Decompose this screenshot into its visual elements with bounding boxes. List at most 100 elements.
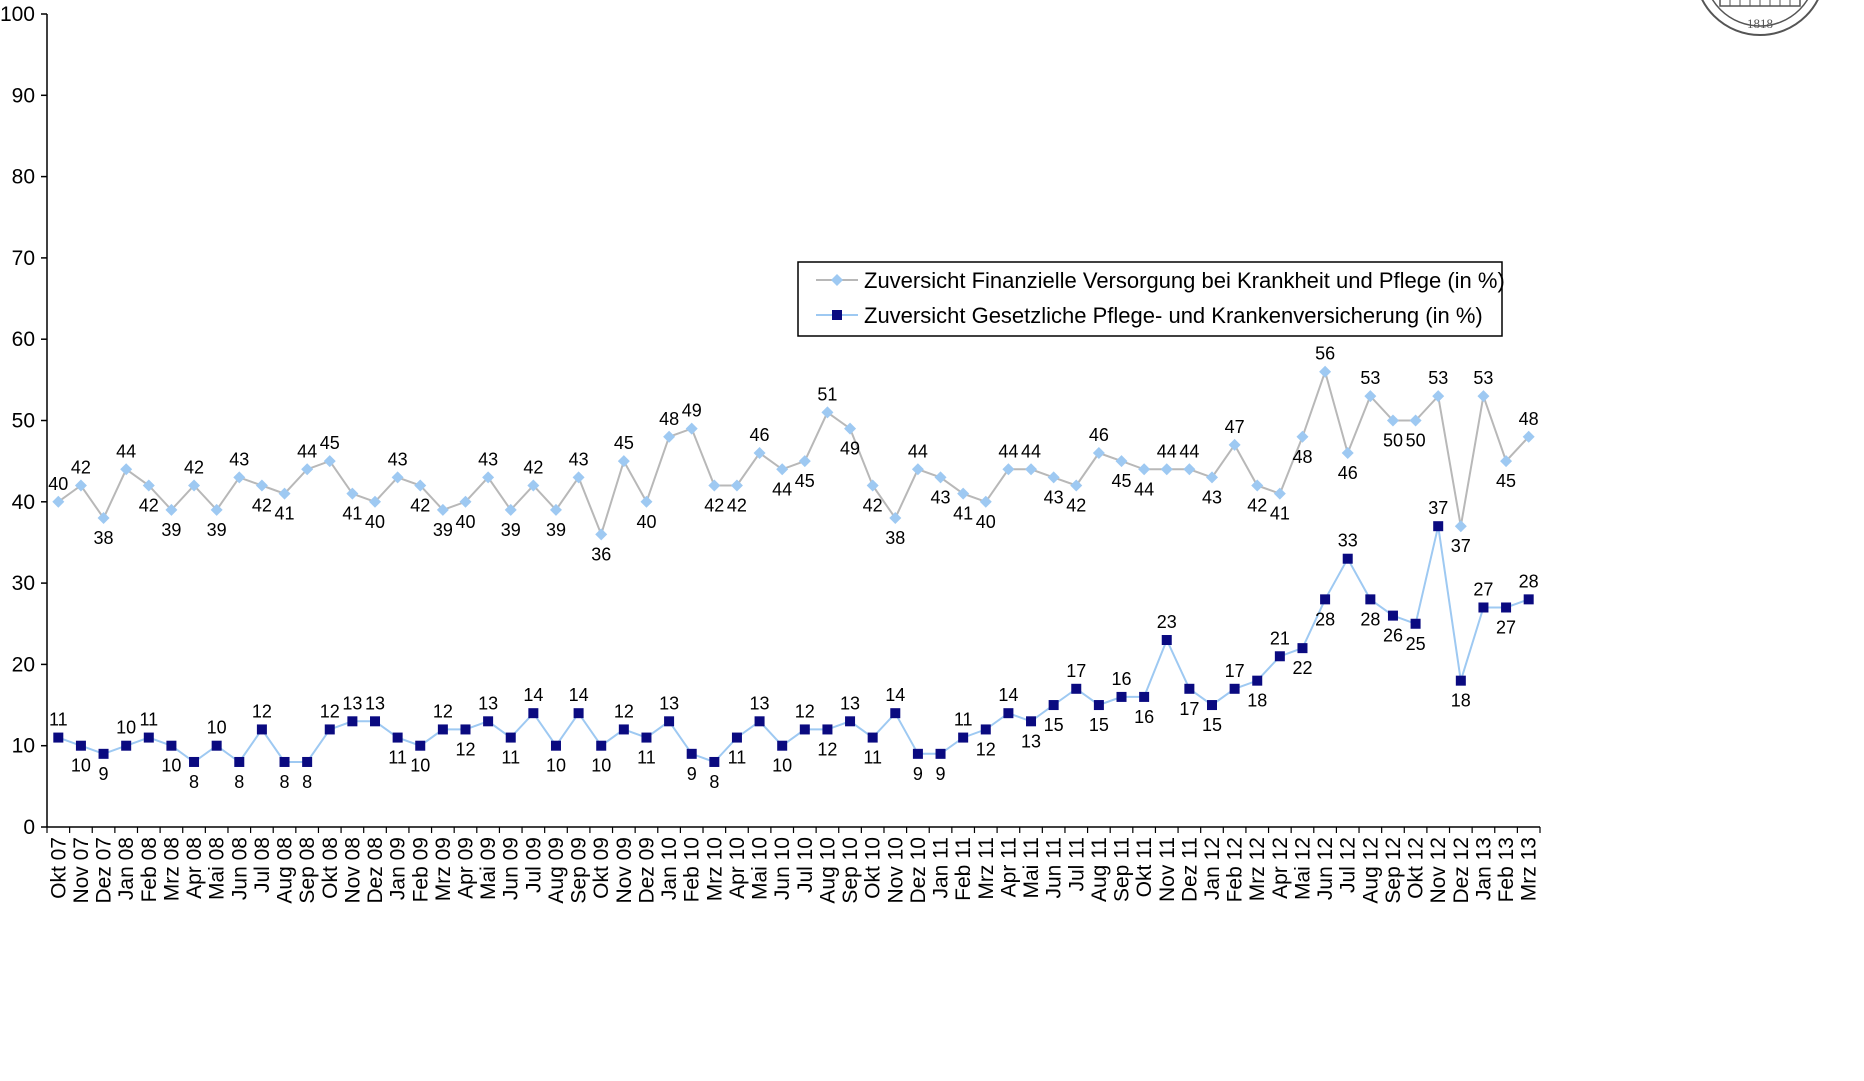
data-label: 44 (1021, 441, 1041, 461)
data-point-square (664, 716, 675, 727)
data-label: 13 (365, 693, 385, 713)
data-point-diamond (210, 503, 223, 516)
data-point-diamond (776, 463, 789, 476)
data-label: 38 (885, 528, 905, 548)
data-point-square (1523, 594, 1534, 605)
data-label: 11 (501, 748, 520, 768)
data-label: 9 (936, 764, 946, 784)
data-point-diamond (1386, 414, 1399, 427)
series-line-2 (57, 525, 1530, 764)
y-tick-label: 90 (12, 84, 35, 107)
data-label: 11 (388, 748, 407, 768)
x-tick-label: Mai 09 (477, 837, 500, 900)
legend: Zuversicht Finanzielle Versorgung bei Kr… (797, 261, 1505, 337)
data-point-diamond (1500, 455, 1513, 468)
data-label: 51 (817, 384, 837, 404)
y-tick-label: 40 (12, 491, 35, 514)
x-tick-label: Aug 12 (1359, 837, 1382, 904)
data-label: 8 (234, 772, 244, 792)
data-label: 39 (546, 520, 566, 540)
data-point-diamond (911, 463, 924, 476)
data-point-square (415, 740, 426, 751)
data-label: 13 (840, 693, 860, 713)
y-tick-label: 20 (12, 653, 35, 676)
data-label: 43 (478, 449, 498, 469)
data-point-diamond (459, 495, 472, 508)
x-tick-label: Apr 09 (454, 837, 477, 899)
data-label: 44 (908, 441, 928, 461)
data-point-square (1048, 700, 1059, 711)
data-point-square (1320, 594, 1331, 605)
data-point-square (709, 756, 720, 767)
data-point-diamond (663, 430, 676, 443)
data-label: 13 (342, 693, 362, 713)
data-label: 10 (591, 756, 611, 776)
data-point-square (302, 756, 313, 767)
data-point-square (958, 732, 969, 743)
data-point-diamond (301, 463, 314, 476)
y-tick-label: 0 (23, 816, 35, 839)
data-point-square (777, 740, 788, 751)
data-point-square (1139, 691, 1150, 702)
x-tick-label: Apr 12 (1269, 837, 1292, 899)
data-point-square (1297, 643, 1308, 654)
data-point-diamond (979, 495, 992, 508)
data-label: 39 (161, 520, 181, 540)
data-point-square (347, 716, 358, 727)
data-point-square (912, 748, 923, 759)
data-label: 53 (1428, 368, 1448, 388)
data-label: 38 (94, 528, 114, 548)
data-point-diamond (323, 455, 336, 468)
y-tick-label: 70 (12, 247, 35, 270)
data-point-square (324, 724, 335, 735)
data-point-square (890, 708, 901, 719)
data-label: 48 (1292, 447, 1312, 467)
data-label: 12 (795, 701, 815, 721)
data-label: 45 (320, 433, 340, 453)
data-label: 10 (116, 718, 136, 738)
data-point-diamond (346, 487, 359, 500)
data-point-diamond (1002, 463, 1015, 476)
data-label: 47 (1225, 417, 1245, 437)
data-label: 56 (1315, 344, 1335, 364)
x-tick-label: Sep 09 (568, 837, 591, 904)
data-label: 44 (1179, 441, 1199, 461)
data-point-diamond (549, 503, 562, 516)
data-label: 11 (954, 710, 973, 730)
data-label: 15 (1089, 715, 1109, 735)
data-point-diamond (1296, 430, 1309, 443)
data-point-diamond (572, 471, 585, 484)
x-tick-label: Dez 08 (364, 837, 387, 904)
data-point-square (189, 756, 200, 767)
x-tick-label: Sep 11 (1111, 837, 1134, 902)
data-point-diamond (1409, 414, 1422, 427)
x-tick-label: Dez 07 (93, 837, 116, 904)
data-point-square (1252, 675, 1263, 686)
data-label: 14 (569, 685, 589, 705)
data-point-square (1501, 602, 1512, 613)
data-label: 28 (1519, 571, 1539, 591)
data-label: 44 (1157, 441, 1177, 461)
x-tick-label: Jan 12 (1201, 837, 1224, 900)
data-point-square (1161, 635, 1172, 646)
data-label: 43 (229, 449, 249, 469)
x-tick-label: Okt 12 (1405, 837, 1428, 899)
data-label: 18 (1247, 691, 1267, 711)
data-point-square (121, 740, 132, 751)
data-label: 14 (998, 685, 1018, 705)
x-tick-label: Nov 10 (884, 837, 907, 904)
data-label: 28 (1360, 609, 1380, 629)
x-tick-label: Feb 11 (952, 837, 975, 901)
data-label: 11 (637, 748, 656, 768)
data-label: 13 (750, 693, 770, 713)
data-label: 10 (772, 756, 792, 776)
data-point-diamond (527, 479, 540, 492)
x-tick-label: Nov 09 (613, 837, 636, 904)
data-label: 17 (1179, 699, 1199, 719)
data-label: 17 (1066, 661, 1086, 681)
data-point-square (460, 724, 471, 735)
data-point-square (641, 732, 652, 743)
data-label: 45 (795, 471, 815, 491)
x-tick-label: Nov 07 (70, 837, 93, 904)
data-point-square (98, 748, 109, 759)
